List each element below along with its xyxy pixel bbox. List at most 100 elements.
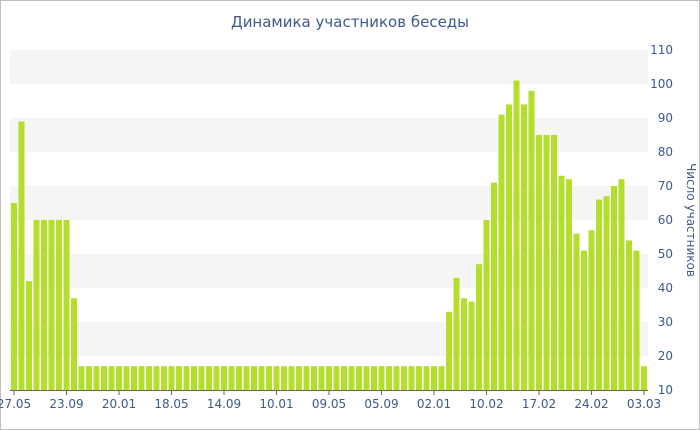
bar xyxy=(371,366,377,390)
bar xyxy=(183,366,190,390)
y-axis-label: Число участников xyxy=(684,163,698,277)
bar xyxy=(423,366,430,390)
bar xyxy=(123,366,130,390)
bar xyxy=(26,281,32,390)
bar xyxy=(206,366,212,390)
bar xyxy=(618,179,625,390)
y-tick-label: 20 xyxy=(658,349,673,363)
bar xyxy=(558,175,565,390)
bar xyxy=(56,220,62,390)
x-tick-label: 02.01 xyxy=(417,397,451,411)
bar xyxy=(393,366,400,390)
x-tick-label: 23.09 xyxy=(49,397,83,411)
x-tick-label: 18.05 xyxy=(154,397,188,411)
bar xyxy=(168,366,175,390)
bar xyxy=(236,366,242,390)
bar xyxy=(506,104,512,391)
bar xyxy=(281,366,287,390)
bar xyxy=(228,366,235,390)
bar xyxy=(288,366,295,390)
y-tick-label: 10 xyxy=(658,383,673,397)
bar xyxy=(408,366,415,390)
bar xyxy=(221,366,227,390)
bar xyxy=(626,240,632,390)
x-tick-label: 03.03 xyxy=(627,397,661,411)
bar xyxy=(296,366,302,390)
y-tick-label: 50 xyxy=(658,247,673,261)
bar xyxy=(543,135,550,390)
bar xyxy=(161,366,167,390)
bar xyxy=(33,220,40,390)
bar xyxy=(138,366,145,390)
bar xyxy=(198,366,205,390)
bar xyxy=(551,135,557,390)
x-tick-label: 10.01 xyxy=(259,397,293,411)
bar xyxy=(528,90,535,391)
y-tick-label: 30 xyxy=(658,315,673,329)
y-tick-label: 90 xyxy=(658,111,673,125)
x-tick-label: 05.09 xyxy=(364,397,398,411)
bar xyxy=(108,366,115,390)
bar xyxy=(401,366,407,390)
bar xyxy=(588,230,595,390)
bar xyxy=(191,366,197,390)
bar xyxy=(386,366,392,390)
bar xyxy=(641,366,647,390)
bar xyxy=(18,121,25,391)
bar xyxy=(633,250,640,390)
grid-band xyxy=(10,50,648,84)
bar xyxy=(536,135,542,390)
bar xyxy=(513,80,520,390)
bar xyxy=(86,366,92,390)
x-tick-label: 14.09 xyxy=(207,397,241,411)
y-tick-label: 70 xyxy=(658,179,673,193)
y-tick-label: 110 xyxy=(650,43,673,57)
bar xyxy=(11,203,17,390)
bar xyxy=(78,366,85,390)
bar xyxy=(41,220,47,390)
bar xyxy=(476,264,482,390)
y-tick-label: 80 xyxy=(658,145,673,159)
bar xyxy=(453,277,460,390)
bar xyxy=(311,366,317,390)
bar xyxy=(573,233,580,390)
y-tick-label: 100 xyxy=(650,77,673,91)
bar xyxy=(468,301,475,390)
bar xyxy=(251,366,257,390)
bar xyxy=(581,250,587,390)
bar xyxy=(48,220,55,390)
bar xyxy=(483,220,490,390)
chart-title: Динамика участников беседы xyxy=(230,13,470,31)
bar xyxy=(146,366,152,390)
bar xyxy=(131,366,137,390)
bar xyxy=(611,186,617,390)
bar xyxy=(303,366,310,390)
bar xyxy=(258,366,265,390)
y-tick-label: 60 xyxy=(658,213,673,227)
bar xyxy=(63,220,70,390)
x-tick-label: 09.05 xyxy=(312,397,346,411)
bar xyxy=(416,366,422,390)
x-axis-ticks: 27.05 23.09 20.01 18.05 14.09 10.01 09.05 05.09… xyxy=(0,390,661,411)
bar xyxy=(243,366,250,390)
bar xyxy=(431,366,437,390)
bar xyxy=(333,366,340,390)
bar xyxy=(318,366,325,390)
bar xyxy=(153,366,160,390)
bar xyxy=(596,199,602,390)
bar xyxy=(461,298,467,390)
bar xyxy=(213,366,220,390)
bar xyxy=(356,366,362,390)
x-tick-label: 10.02 xyxy=(469,397,503,411)
bar xyxy=(71,298,77,390)
bar xyxy=(446,311,452,390)
bar xyxy=(326,366,332,390)
bar xyxy=(93,366,100,390)
bar xyxy=(116,366,122,390)
bar xyxy=(348,366,355,390)
x-tick-label: 20.01 xyxy=(102,397,136,411)
bar xyxy=(498,114,505,390)
bar xyxy=(341,366,347,390)
bar xyxy=(566,179,572,390)
